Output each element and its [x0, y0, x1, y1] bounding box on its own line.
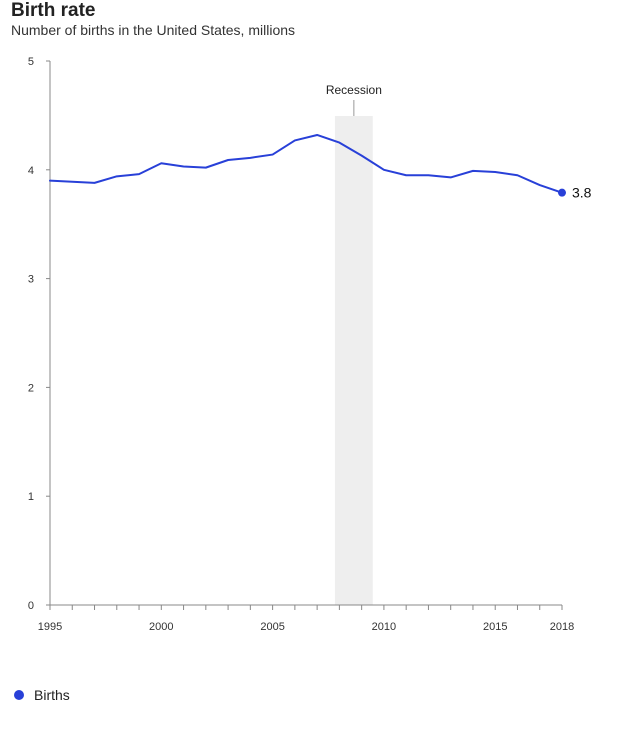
x-tick-label: 2018 [550, 621, 574, 633]
recession-label: Recession [326, 83, 382, 97]
x-tick-label: 2005 [260, 621, 284, 633]
y-tick-label: 5 [28, 56, 34, 68]
y-tick-label: 0 [28, 600, 34, 612]
chart-title: Birth rate [11, 0, 96, 21]
x-tick-label: 2015 [483, 621, 507, 633]
x-tick-label: 2010 [372, 621, 396, 633]
births-line [49, 133, 563, 194]
y-tick-label: 4 [28, 165, 34, 177]
chart-subtitle: Number of births in the United States, m… [11, 22, 296, 38]
legend-swatch-births [14, 690, 24, 700]
recession-band [334, 116, 373, 605]
legend-label-births: Births [34, 687, 70, 703]
y-tick-label: 2 [28, 382, 34, 394]
y-tick-label: 1 [28, 491, 34, 503]
births-end-value-label: 3.8 [572, 185, 592, 201]
x-tick-label: 1995 [38, 621, 62, 633]
births-end-point [558, 188, 566, 197]
y-tick-label: 3 [28, 274, 34, 286]
legend: Births [14, 687, 70, 703]
x-tick-label: 2000 [149, 621, 173, 633]
